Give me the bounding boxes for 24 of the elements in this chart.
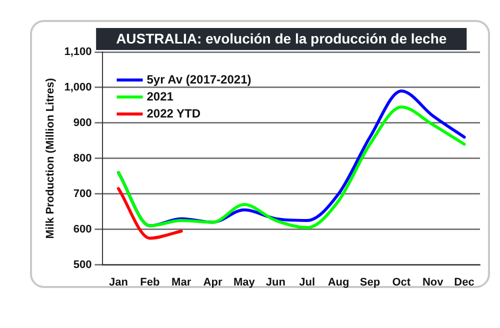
x-tick-label: Mar [172,276,192,288]
x-tick-label: Jun [266,276,286,288]
y-tick-label: 800 [73,152,92,164]
x-tick-label: Dec [454,276,474,288]
x-tick-label: Jan [108,276,128,288]
y-tick-label: 900 [73,116,92,129]
y-tick-label: 500 [73,258,92,271]
legend-label: 5yr Av (2017-2021) [146,72,252,86]
y-tick-label: 700 [73,188,92,200]
legend-label: 2022 YTD [146,106,201,120]
legend-label: 2021 [146,89,174,104]
x-tick-label: Feb [140,276,160,288]
x-tick-label: May [234,276,256,288]
x-tick-label: Nov [422,276,444,288]
y-tick-label: 1,000 [64,82,92,94]
y-tick-label: 600 [73,223,92,236]
x-tick-label: Aug [328,276,350,288]
y-tick-label: 1,100 [64,46,92,58]
x-tick-label: Oct [392,276,411,288]
x-tick-label: Sep [360,276,380,288]
y-axis-title: Milk Production (Million Litres) [44,78,57,239]
x-tick-label: Jul [299,276,316,288]
chart-title: AUSTRALIA: evolución de la producción de leche [116,30,447,46]
x-tick-label: Apr [203,276,223,288]
